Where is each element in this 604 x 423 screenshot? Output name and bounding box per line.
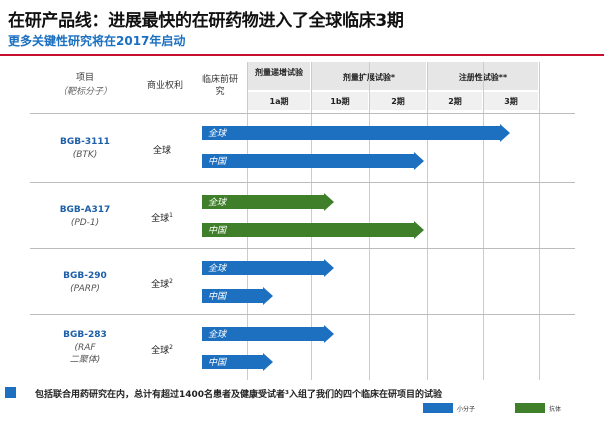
arrow-label: 全球 bbox=[208, 198, 227, 208]
drug-name: BGB-A317 bbox=[59, 204, 111, 215]
drug-cell: BGB-283 (RAF 二聚体) bbox=[30, 329, 140, 366]
arrow-shape bbox=[202, 353, 273, 371]
drug-name: BGB-283 bbox=[63, 330, 107, 340]
col-preclinical: 临床前研究 bbox=[201, 75, 238, 97]
arrow-shape bbox=[202, 193, 334, 211]
arrow-label: 全球 bbox=[208, 129, 227, 139]
phase-head-escalation bbox=[248, 62, 310, 90]
legend-small-molecule-swatch bbox=[423, 403, 453, 413]
legend-antibody: 抗体 bbox=[515, 403, 561, 413]
rights-footnote-mark: 1 bbox=[169, 211, 173, 219]
phase-3: 3期 bbox=[484, 92, 538, 110]
arrow-shape bbox=[202, 152, 424, 170]
row-separator bbox=[30, 248, 575, 249]
drug-name: BGB-3111 bbox=[60, 137, 110, 147]
footer-note: 包括联合用药研究在内，总计有超过1400名患者及健康受试者³入组了我们的四个临床… bbox=[35, 390, 442, 400]
commercial-rights: 全球1 bbox=[151, 211, 173, 224]
row-separator bbox=[30, 314, 575, 315]
phase-1b: 1b期 bbox=[312, 92, 368, 110]
legend-antibody-label: 抗体 bbox=[549, 405, 562, 413]
page-subtitle: 更多关键性研究将在2017年启动 bbox=[8, 34, 186, 48]
arrow-shape bbox=[202, 287, 273, 305]
col-rights: 商业权利 bbox=[146, 81, 183, 91]
col-project: 项目 bbox=[75, 73, 94, 83]
progress-arrow-global: 全球 bbox=[202, 325, 334, 343]
title-divider bbox=[0, 54, 604, 56]
progress-arrow-china: 中国 bbox=[202, 353, 273, 371]
drug-target: (RAF bbox=[74, 343, 96, 353]
legend-small-molecule-label: 小分子 bbox=[457, 405, 476, 413]
progress-arrow-global: 全球 bbox=[202, 124, 510, 142]
col-target: （靶标分子） bbox=[57, 87, 112, 97]
page-title: 在研产品线：进展最快的在研药物进入了全球临床3期 bbox=[8, 11, 404, 31]
legend-small-molecule: 小分子 bbox=[423, 403, 475, 413]
phase-2a: 2期 bbox=[370, 92, 426, 110]
phase-label-escalation: 剂量递增试验 bbox=[255, 68, 303, 77]
drug-target: (PD-1) bbox=[70, 217, 100, 228]
rights-footnote-mark: 2 bbox=[169, 277, 173, 285]
grid-line bbox=[483, 62, 484, 380]
arrow-shape bbox=[202, 124, 510, 142]
arrow-label: 全球 bbox=[208, 264, 227, 274]
drug-cell: BGB-3111 (BTK) bbox=[30, 136, 140, 161]
footer: 包括联合用药研究在内，总计有超过1400名患者及健康受试者³入组了我们的四个临床… bbox=[5, 381, 599, 417]
drug-cell: BGB-A317 (PD-1) bbox=[30, 204, 140, 229]
drug-target: (BTK) bbox=[72, 150, 98, 160]
commercial-rights: 全球2 bbox=[151, 277, 173, 290]
drug-target: (PARP) bbox=[70, 283, 100, 294]
footer-bullet-icon bbox=[5, 387, 16, 398]
grid-line bbox=[369, 62, 370, 380]
arrow-shape bbox=[202, 325, 334, 343]
progress-arrow-global: 全球 bbox=[202, 259, 334, 277]
grid-line bbox=[427, 62, 428, 380]
grid-line bbox=[539, 62, 540, 380]
legend-antibody-swatch bbox=[515, 403, 545, 413]
commercial-rights: 全球 bbox=[152, 146, 171, 156]
grid-line bbox=[247, 62, 248, 380]
progress-arrow-china: 中国 bbox=[202, 287, 273, 305]
arrow-shape bbox=[202, 259, 334, 277]
progress-arrow-china: 中国 bbox=[202, 221, 424, 239]
arrow-label: 中国 bbox=[208, 358, 227, 368]
arrow-label: 全球 bbox=[208, 330, 227, 340]
arrow-label: 中国 bbox=[208, 226, 227, 236]
commercial-rights: 全球2 bbox=[151, 343, 173, 356]
progress-arrow-global: 全球 bbox=[202, 193, 334, 211]
rights-footnote-mark: 2 bbox=[169, 343, 173, 351]
phase-1a: 1a期 bbox=[248, 92, 310, 110]
row-separator bbox=[30, 182, 575, 183]
progress-arrow-china: 中国 bbox=[202, 152, 424, 170]
arrow-label: 中国 bbox=[208, 157, 227, 167]
drug-name: BGB-290 bbox=[63, 270, 107, 281]
row-separator bbox=[30, 113, 575, 114]
phase-2b: 2期 bbox=[428, 92, 482, 110]
grid-line bbox=[311, 62, 312, 380]
drug-target: 二聚体) bbox=[69, 355, 101, 365]
arrow-shape bbox=[202, 221, 424, 239]
drug-cell: BGB-290 (PARP) bbox=[30, 270, 140, 295]
arrow-label: 中国 bbox=[208, 292, 227, 302]
